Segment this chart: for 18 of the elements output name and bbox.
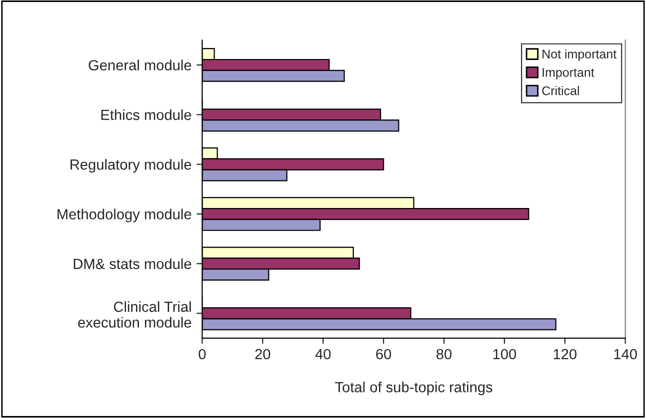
x-tick-label: 0 bbox=[198, 348, 206, 360]
legend-label: Critical bbox=[542, 86, 579, 96]
y-tick-label: General module bbox=[88, 60, 192, 70]
x-tick-label: 40 bbox=[315, 348, 331, 360]
x-tick-label: 100 bbox=[493, 348, 516, 360]
legend-label: Not important bbox=[542, 49, 616, 61]
y-tick-label: DM& stats module bbox=[74, 258, 192, 270]
x-tick-label: 120 bbox=[554, 348, 576, 360]
x-tick-label: 20 bbox=[255, 348, 270, 360]
y-tick-label: Ethics module bbox=[101, 109, 192, 120]
x-tick-label: 60 bbox=[376, 348, 392, 360]
legend-label: Important bbox=[542, 68, 594, 80]
x-tick-label: 140 bbox=[614, 348, 637, 360]
x-axis-title: Total of sub-topic ratings bbox=[335, 382, 492, 396]
y-tick-label: Regulatory module bbox=[70, 159, 192, 173]
y-tick-label: Clinical Trial execution module bbox=[78, 301, 192, 328]
y-tick-label: Methodology module bbox=[58, 208, 192, 222]
x-tick-label: 80 bbox=[436, 348, 452, 360]
